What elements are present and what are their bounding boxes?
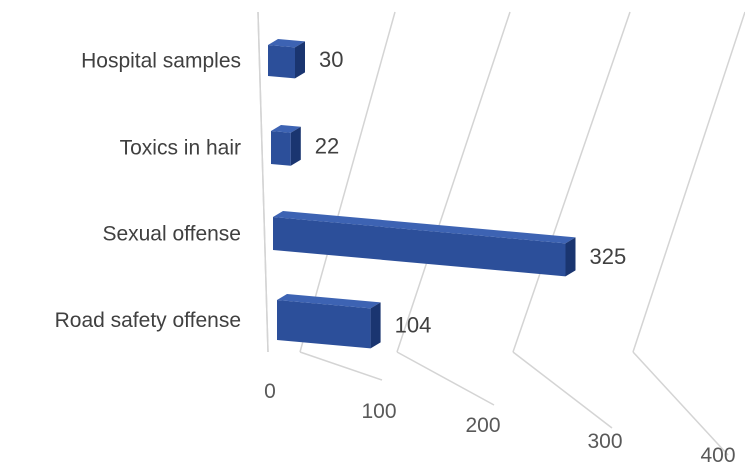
bar-top-1 [268, 39, 305, 48]
bar-side-4 [370, 302, 381, 349]
gridlines [257, 11, 745, 456]
bar-side-2 [290, 126, 301, 166]
data-label-3: 325 [590, 244, 627, 269]
bar-side-3 [565, 237, 576, 277]
value-axis-wall [257, 11, 269, 353]
labels: 0 100 200 300 400 Hospital samples 30 Toxics in… [55, 47, 736, 467]
bar-side-1 [295, 41, 305, 79]
x-tick-label-100: 100 [361, 400, 396, 423]
bars [268, 39, 576, 349]
bar-top-2 [271, 125, 301, 133]
category-label-3: Sexual offense [102, 223, 241, 246]
gridline-300 [512, 11, 631, 353]
x-tick-label-300: 300 [587, 430, 622, 453]
bar-1 [268, 45, 295, 79]
bar-3 [273, 217, 566, 277]
category-label-2: Toxics in hair [120, 137, 241, 160]
gridline-100 [299, 11, 396, 353]
bar-4 [277, 300, 371, 349]
category-label-4: Road safety offense [55, 309, 241, 332]
x-tick-label-200: 200 [465, 414, 500, 437]
data-label-2: 22 [315, 133, 339, 158]
floor-gridline-100 [299, 351, 383, 381]
category-label-1: Hospital samples [81, 50, 241, 73]
gridline-400 [632, 11, 745, 353]
bar-top-3 [273, 211, 576, 244]
x-tick-label-400: 400 [700, 444, 735, 467]
bar-top-4 [277, 294, 381, 309]
floor-gridline-300 [512, 351, 613, 429]
gridline-200 [396, 11, 511, 353]
floor-gridline-200 [396, 351, 495, 406]
bar-2 [271, 131, 291, 166]
floor-gridline-400 [632, 351, 729, 456]
data-label-1: 30 [319, 47, 343, 72]
data-label-4: 104 [395, 312, 432, 337]
x-tick-label-0: 0 [264, 380, 276, 403]
